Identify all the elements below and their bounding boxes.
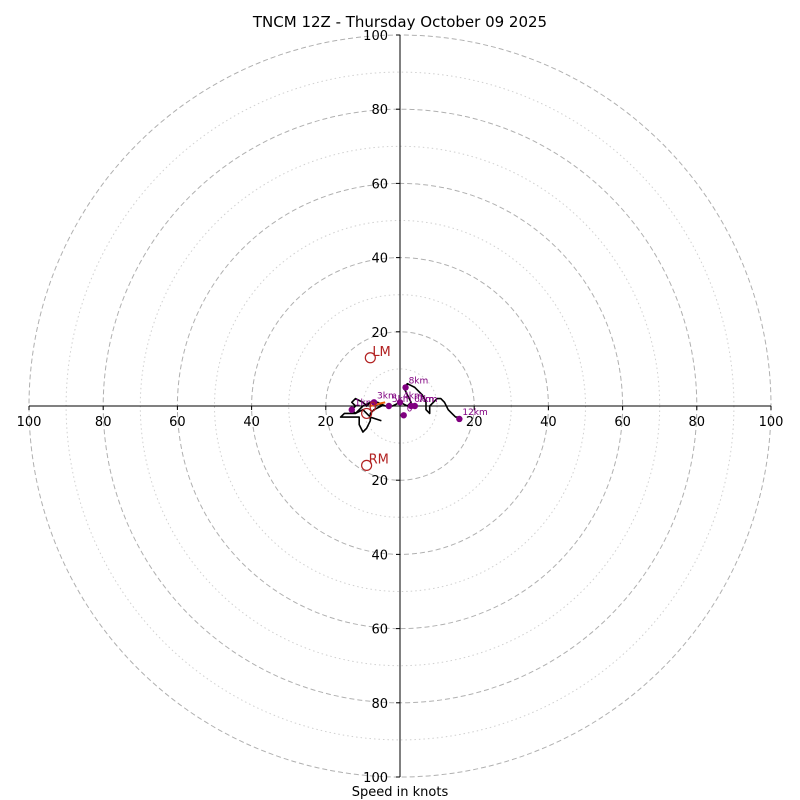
chart-title: TNCM 12Z - Thursday October 09 2025 <box>252 13 547 31</box>
x-tick-label: 60 <box>614 415 631 430</box>
x-tick-label: 40 <box>540 415 557 430</box>
y-tick-label: 100 <box>363 771 388 786</box>
height-marker-4km <box>396 399 404 406</box>
height-label-8km: 8km <box>409 376 429 386</box>
hodograph-trace <box>339 382 460 433</box>
y-tick-label: 40 <box>371 548 388 563</box>
height-marker-5km <box>385 402 393 410</box>
storm-marker-RM <box>361 459 373 471</box>
height-marker-0 <box>400 412 407 419</box>
x-tick-label: 20 <box>318 415 335 430</box>
height-label-6km: 6km <box>414 395 434 405</box>
tick-labels: 100 80 60 40 20 20 40 60 80 100 100 80 60 40 20 20 40 60 8… <box>17 29 784 786</box>
height-label-7km: 7km <box>418 395 438 405</box>
storm-label-0: 0 <box>369 400 377 415</box>
x-tick-label: 80 <box>95 415 112 430</box>
x-tick-label: 60 <box>169 415 186 430</box>
x-tick-label: 20 <box>466 415 483 430</box>
y-tick-label: 60 <box>371 177 388 192</box>
y-tick-label: 20 <box>371 474 388 489</box>
x-tick-label: 80 <box>689 415 706 430</box>
height-marker-3km <box>370 399 378 406</box>
y-tick-label: 20 <box>371 326 388 341</box>
storm-label-LM: LM <box>372 345 390 360</box>
storm-marker-LM <box>364 352 376 364</box>
storm-marker-0 <box>361 407 373 420</box>
y-tick-label: 80 <box>371 697 388 712</box>
height-label-1km: 1km <box>355 399 375 409</box>
y-tick-label: 80 <box>371 103 388 118</box>
shear-vector <box>370 401 386 407</box>
x-axis-label: Speed in knots <box>352 785 449 800</box>
storm-motion-markers: LM RM 0 <box>361 345 391 471</box>
x-tick-label: 40 <box>243 415 260 430</box>
y-tick-label: 40 <box>371 252 388 267</box>
y-tick-label: 60 <box>371 623 388 638</box>
x-tick-label: 100 <box>759 415 784 430</box>
wind-trace <box>339 382 460 433</box>
storm-label-RM: RM <box>369 452 389 467</box>
height-marker-7km <box>411 402 419 410</box>
height-marker-8km <box>402 384 409 391</box>
x-tick-label: 100 <box>17 415 42 430</box>
height-label-4km: 4km <box>403 391 423 401</box>
height-label-0: 0 <box>407 404 413 414</box>
axes <box>29 35 771 777</box>
height-label-3km: 3km <box>377 391 397 401</box>
height-label-12km: 12km <box>462 408 487 418</box>
height-label-5km: 5km <box>392 395 412 405</box>
height-marker-12km <box>456 415 463 423</box>
height-marker-1km <box>348 406 355 413</box>
y-tick-label: 100 <box>363 29 388 44</box>
